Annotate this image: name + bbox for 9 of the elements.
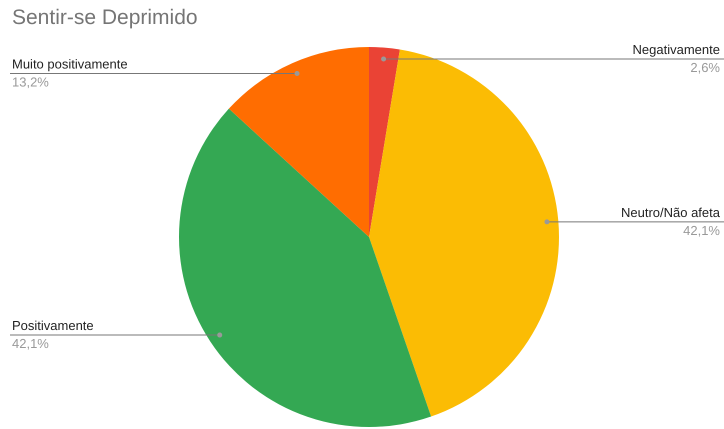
slice-label: Neutro/Não afeta <box>620 204 721 220</box>
slice-label: Positivamente <box>12 318 94 334</box>
data-label: 2,6% <box>690 60 720 76</box>
chart-title: Sentir-se Deprimido <box>12 6 198 30</box>
data-label: 42,1% <box>12 336 50 352</box>
slice-label: Muito positivamente <box>12 56 128 72</box>
data-label: 42,1% <box>683 222 720 238</box>
data-label: 13,2% <box>12 74 50 90</box>
slice-label: Negativamente <box>632 42 720 58</box>
